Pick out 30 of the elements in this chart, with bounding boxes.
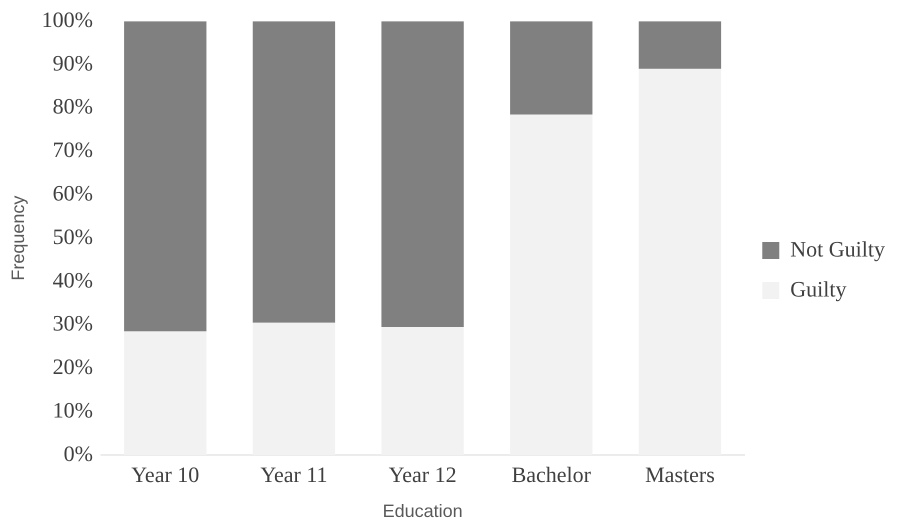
y-tick-label: 60% [52, 180, 93, 206]
y-tick-label: 80% [52, 94, 93, 119]
x-axis-title: Education [382, 501, 463, 522]
y-tick-label: 30% [52, 310, 93, 336]
x-tick-label: Masters [645, 462, 715, 487]
y-tick-label: 70% [52, 137, 93, 162]
bar [252, 21, 336, 323]
bar [124, 331, 206, 455]
bar [638, 21, 722, 69]
y-axis-title: Frequency [8, 196, 28, 281]
y-tick-label: 100% [42, 6, 93, 32]
bar [124, 21, 206, 332]
bar [638, 68, 722, 455]
y-tick-label: 40% [52, 267, 93, 292]
y-tick-label: 90% [52, 50, 93, 76]
y-tick-label: 10% [52, 397, 93, 422]
bar [381, 21, 464, 328]
bar [381, 327, 464, 455]
x-tick-label: Bachelor [512, 462, 592, 487]
bar [252, 322, 336, 455]
bar [510, 21, 592, 114]
legend-label: Not Guilty [790, 236, 886, 262]
x-tick-label: Year 11 [260, 462, 328, 487]
x-tick-label: Year 10 [131, 462, 200, 487]
x-tick-label: Year 12 [388, 462, 457, 487]
legend-label: Guilty [790, 276, 847, 302]
y-tick-label: 50% [52, 224, 93, 249]
bar [510, 114, 592, 455]
y-tick-label: 0% [64, 440, 93, 466]
y-tick-label: 20% [52, 354, 93, 380]
